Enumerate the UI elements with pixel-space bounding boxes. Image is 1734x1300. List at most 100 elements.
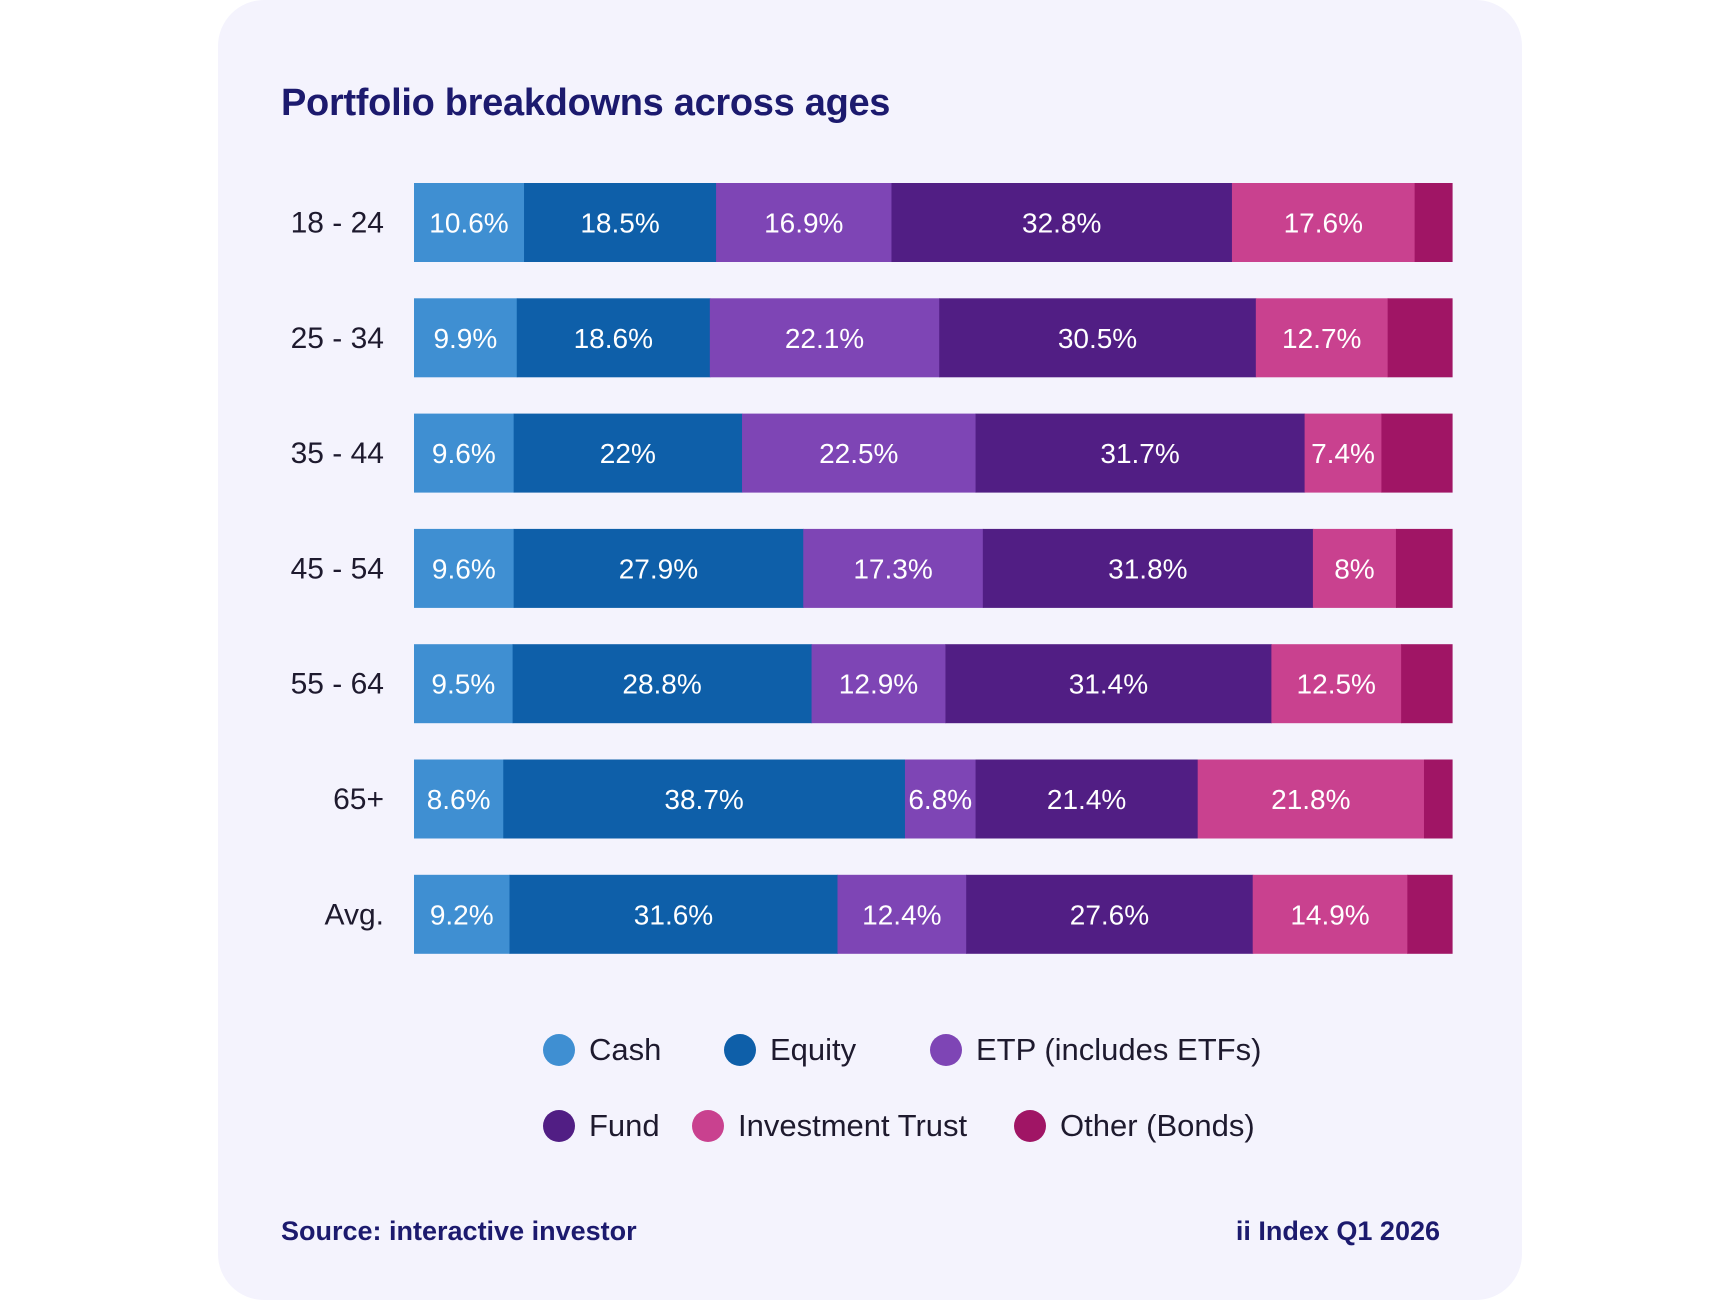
bar-segment: [414, 759, 504, 839]
bar-segment: [975, 759, 1199, 839]
bar-segment: [414, 183, 525, 262]
data-label: 7.4%: [1311, 438, 1375, 469]
bar-segment: [513, 528, 804, 608]
bar-segment: [1407, 874, 1453, 954]
data-label: 9.5%: [431, 669, 495, 700]
bar-row-3: 45 - 54 9.6% 27.9% 17.3% 31.8% 8%: [291, 528, 1453, 608]
category-label: 18 - 24: [291, 207, 384, 240]
bar-segment: [811, 644, 947, 724]
data-label: 27.6%: [1070, 899, 1149, 930]
bar-segment: [1255, 298, 1389, 378]
data-label: 14.9%: [1290, 899, 1369, 930]
legend-label: Cash: [589, 1032, 662, 1067]
legend-label: Other (Bonds): [1060, 1108, 1255, 1143]
data-label: 31.7%: [1100, 438, 1179, 469]
legend-swatch-icon: [724, 1034, 756, 1066]
bar-row-6: Avg. 9.2% 31.6% 12.4% 27.6% 14.9%: [325, 874, 1453, 954]
data-label: 8%: [1334, 553, 1374, 584]
bar-segment: [1271, 644, 1402, 724]
legend-swatch-icon: [543, 1034, 575, 1066]
bar-segment: [524, 183, 717, 262]
chart-title: Portfolio breakdowns across ages: [281, 82, 891, 124]
data-label: 9.6%: [432, 553, 496, 584]
data-label: 30.5%: [1058, 323, 1137, 354]
bar-row-4: 55 - 64 9.5% 28.8% 12.9% 31.4% 12.5%: [291, 644, 1453, 724]
legend-label: Fund: [589, 1108, 660, 1143]
bar-segment: [1387, 298, 1453, 378]
bar-segment: [1381, 413, 1453, 493]
legend-item: Cash: [543, 1032, 661, 1068]
legend-item: Investment Trust: [692, 1108, 967, 1144]
bar-segment: [414, 413, 515, 493]
bar-segment: [1304, 413, 1383, 493]
bar-segment: [512, 644, 813, 724]
data-label: 18.5%: [580, 208, 659, 239]
data-label: 12.9%: [839, 669, 918, 700]
legend-item: Equity: [724, 1032, 856, 1068]
legend-label: Investment Trust: [738, 1108, 968, 1143]
legend-item: ETP (includes ETFs): [930, 1032, 1261, 1068]
category-label: 25 - 34: [291, 322, 384, 355]
data-label: 17.3%: [853, 553, 932, 584]
data-label: 9.2%: [430, 899, 494, 930]
bar-segment: [939, 298, 1257, 378]
legend-item: Other (Bonds): [1014, 1108, 1255, 1144]
data-label: 27.9%: [619, 553, 698, 584]
bar-segment: [1395, 528, 1453, 608]
bar-row-2: 35 - 44 9.6% 22% 22.5% 31.7% 7.4%: [291, 413, 1453, 493]
bar-segment: [509, 874, 839, 954]
data-label: 18.6%: [574, 323, 653, 354]
bar-segment: [1312, 528, 1397, 608]
bar-segment: [742, 413, 977, 493]
data-label: 8.6%: [427, 784, 491, 815]
bar-segment: [1197, 759, 1425, 839]
category-label: 65+: [333, 783, 384, 816]
bar-segment: [904, 759, 977, 839]
bar-segment: [414, 644, 514, 724]
data-label: 22%: [600, 438, 656, 469]
bar-segment: [982, 528, 1314, 608]
data-label: 9.9%: [433, 323, 497, 354]
bar-segment: [837, 874, 967, 954]
data-label: 31.8%: [1108, 553, 1187, 584]
data-label: 28.8%: [622, 669, 701, 700]
legend-swatch-icon: [543, 1110, 575, 1142]
bar-row-1: 25 - 34 9.9% 18.6% 22.1% 30.5% 12.7%: [291, 298, 1453, 378]
legend-swatch-icon: [1014, 1110, 1046, 1142]
data-label: 38.7%: [664, 784, 743, 815]
bar-segment: [1252, 874, 1408, 954]
category-label: 45 - 54: [291, 552, 384, 585]
data-label: 31.6%: [634, 899, 713, 930]
bar-segment: [516, 298, 711, 378]
bar-segment: [414, 874, 511, 954]
edition-label: ii Index Q1 2026: [1235, 1216, 1440, 1246]
bar-row-5: 65+ 8.6% 38.7% 6.8% 21.4% 21.8%: [333, 759, 1453, 839]
data-label: 16.9%: [764, 208, 843, 239]
bar-segment: [414, 528, 515, 608]
data-label: 10.6%: [429, 208, 508, 239]
bar-segment: [975, 413, 1306, 493]
category-label: 55 - 64: [291, 668, 384, 701]
data-label: 22.5%: [819, 438, 898, 469]
bar-segment: [709, 298, 940, 378]
legend-label: ETP (includes ETFs): [976, 1032, 1262, 1067]
bar-segment: [1231, 183, 1416, 262]
bar-segment: [503, 759, 906, 839]
bar-segment: [1414, 183, 1453, 262]
data-label: 31.4%: [1069, 669, 1148, 700]
data-label: 12.5%: [1297, 669, 1376, 700]
legend-item: Fund: [543, 1108, 660, 1144]
legend-swatch-icon: [930, 1034, 962, 1066]
data-label: 12.4%: [862, 899, 941, 930]
data-label: 32.8%: [1022, 208, 1101, 239]
legend-label: Equity: [770, 1032, 857, 1067]
bar-segment: [945, 644, 1272, 724]
legend-swatch-icon: [692, 1110, 724, 1142]
data-label: 6.8%: [908, 784, 972, 815]
bar-segment: [803, 528, 984, 608]
data-label: 21.4%: [1047, 784, 1126, 815]
bar-segment: [414, 298, 518, 378]
category-label: Avg.: [325, 898, 385, 931]
data-label: 9.6%: [432, 438, 496, 469]
bar-segment: [1401, 644, 1453, 724]
